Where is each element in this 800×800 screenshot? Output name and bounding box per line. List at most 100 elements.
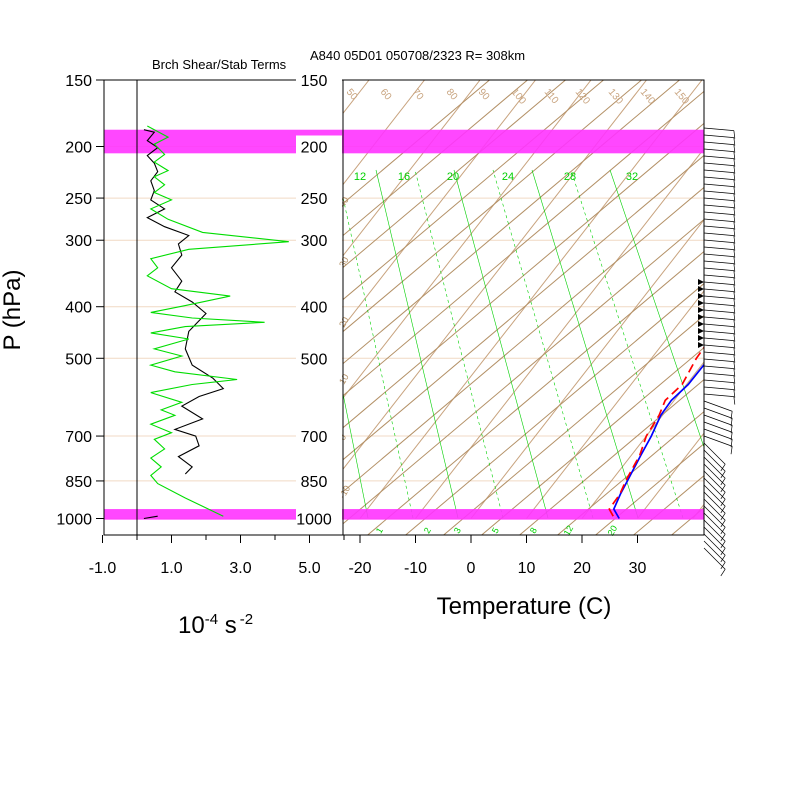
wind-barb-pennant	[698, 300, 704, 306]
wind-barb	[698, 300, 736, 314]
wind-barb-staff	[703, 379, 734, 383]
wind-barb-staff	[703, 547, 726, 570]
wind-barb-staff	[703, 421, 733, 433]
dry-adiabat--2	[343, 154, 704, 461]
dry-adiabat-2	[404, 282, 704, 535]
wind-barb-staff	[703, 190, 734, 194]
wind-barb-staff	[703, 316, 734, 320]
isotherm-label-5: 100	[509, 87, 528, 107]
temp-tick-label-30: 30	[629, 560, 647, 577]
wind-barb	[703, 190, 736, 202]
wind-barb	[703, 232, 736, 244]
y-axis-label: P (hPa)	[0, 270, 26, 351]
wind-barb-staff	[703, 330, 734, 334]
skewt-y-tick-label-250: 250	[301, 191, 328, 208]
wind-barb-staff	[703, 477, 726, 500]
left-x-tick-label-1: 1.0	[160, 560, 182, 577]
wind-barb-staff	[703, 435, 733, 447]
wind-barb-feather	[733, 326, 736, 335]
isotherm-label-1: 60	[378, 87, 394, 103]
wind-barb	[703, 365, 736, 377]
wind-barb-staff	[703, 288, 734, 292]
wind-barb-staff	[703, 442, 726, 465]
dry-adiabat-11	[718, 0, 800, 560]
wind-barb-staff	[703, 232, 734, 236]
wind-barb-staff	[703, 456, 726, 479]
wind-barb	[703, 463, 726, 493]
wind-barb	[703, 267, 736, 279]
y-tick-label-150: 150	[65, 73, 92, 90]
wind-barb-staff	[703, 267, 734, 271]
wind-barb	[703, 246, 736, 258]
wind-barb-staff	[703, 155, 734, 159]
shear-line	[143, 129, 225, 475]
wind-barb-staff	[703, 463, 726, 486]
wind-barb-feather	[720, 506, 726, 514]
wind-barb	[703, 148, 736, 160]
wind-barb	[703, 547, 726, 577]
wind-barb-staff	[703, 295, 734, 299]
left-isobar-grid	[104, 80, 343, 519]
wind-barb-pennant	[698, 335, 704, 341]
mixing-ratio-label-32: 32	[626, 171, 638, 183]
isotherm-label-3: 80	[444, 87, 460, 103]
skewt-y-tick-label-400: 400	[301, 300, 328, 317]
wind-barb-staff	[703, 372, 734, 376]
left-ticks: 150 200 250 300 400 500 700 850 1000 -1.0 1.0 3.0 5.…	[56, 73, 345, 577]
wind-barb-feather	[733, 298, 736, 307]
isotherm-10	[526, 290, 704, 519]
wind-barb	[703, 456, 726, 486]
wind-barb-staff	[703, 204, 734, 208]
dry-adiabat--7	[343, 80, 605, 301]
wind-barb	[703, 393, 736, 405]
wind-barb-pennant	[698, 279, 704, 285]
dry-adiabat-3	[442, 314, 704, 535]
wind-barb	[703, 533, 726, 563]
wind-barb-staff	[703, 526, 726, 549]
wind-barb-feather	[733, 158, 736, 167]
wind-barb-staff	[703, 484, 726, 507]
wind-barb-feather	[733, 249, 736, 258]
wind-barb-staff	[703, 141, 734, 145]
wind-barb	[703, 197, 736, 209]
wind-barb	[703, 183, 736, 195]
left-panel-title: Brch Shear/Stab Terms	[152, 57, 287, 72]
wind-barb-feather	[720, 562, 726, 570]
mixing-ratio-2	[375, 169, 459, 519]
wind-barb-staff	[703, 428, 733, 440]
wind-barb-feather	[733, 137, 736, 146]
mixing-ratio-bottom-label-2: 2	[422, 526, 433, 535]
dry-adiabat-12	[756, 0, 800, 560]
mixing-ratio-label-20: 20	[447, 171, 459, 183]
wind-barb	[703, 169, 736, 181]
wind-barb-feather	[733, 228, 736, 237]
mixing-ratio-label-28: 28	[564, 171, 576, 183]
wind-barb-feather	[720, 464, 726, 472]
wind-barb-feather	[733, 333, 736, 342]
wind-barb-feather	[733, 375, 736, 384]
isotherm-label-6: 110	[542, 87, 561, 107]
temp-tick-label--20: -20	[348, 560, 371, 577]
wind-barb-feather	[720, 569, 726, 577]
wind-barb	[698, 279, 736, 293]
wind-barb-feather	[720, 471, 726, 479]
wind-barb-feather	[733, 396, 736, 405]
wind-barb	[703, 435, 733, 455]
wind-barb	[703, 526, 726, 556]
wind-barb-staff	[703, 302, 734, 306]
wind-barb-feather	[733, 186, 736, 195]
isotherm-50	[749, 80, 800, 519]
wind-barb-feather	[733, 214, 736, 223]
dry-adiabat-5	[518, 378, 704, 535]
wind-barb	[703, 253, 736, 265]
mixing-ratio-5	[492, 169, 594, 519]
skewt-highlight-bands	[343, 129, 704, 520]
temp-tick-label--10: -10	[404, 560, 427, 577]
theta-label-3: 10	[337, 372, 351, 386]
temperature-profile	[612, 363, 704, 519]
wind-barb-staff	[703, 225, 734, 229]
wind-barb-feather	[720, 513, 726, 521]
wind-barb-staff	[703, 393, 734, 397]
